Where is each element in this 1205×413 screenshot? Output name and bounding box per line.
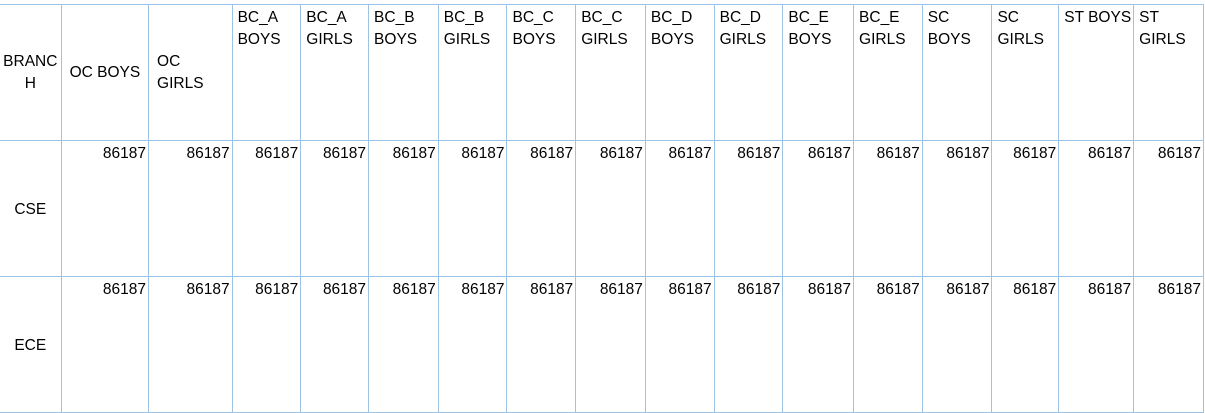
- column-header: BC_B GIRLS: [437, 4, 508, 141]
- column-header: BC_A BOYS: [231, 4, 302, 141]
- value-cell: 86187: [921, 140, 993, 277]
- column-header: SC BOYS: [921, 4, 993, 141]
- value-cell: 86187: [437, 140, 508, 277]
- column-header: BC_C BOYS: [506, 4, 577, 141]
- branch-cell: ECE: [0, 276, 62, 413]
- column-header: BC_E BOYS: [782, 4, 855, 141]
- table-row: CSE 86187 86187 86187 86187 86187 86187 86187 86…: [0, 140, 1204, 277]
- column-header: BRANCH: [0, 4, 62, 141]
- value-cell: 86187: [782, 276, 855, 413]
- header-row: BRANCH OC BOYS OC GIRLS BC_A BOYS BC_A GIRLS…: [0, 4, 1204, 141]
- value-cell: 86187: [644, 140, 715, 277]
- value-cell: 86187: [231, 140, 302, 277]
- value-cell: 86187: [368, 140, 439, 277]
- value-cell: 86187: [506, 140, 577, 277]
- column-header: ST GIRLS: [1133, 4, 1204, 141]
- value-cell: 86187: [1058, 276, 1135, 413]
- column-header: SC GIRLS: [991, 4, 1060, 141]
- value-cell: 86187: [1058, 140, 1135, 277]
- value-cell: 86187: [853, 140, 923, 277]
- value-cell: 86187: [713, 140, 784, 277]
- value-cell: 86187: [713, 276, 784, 413]
- column-header: OC BOYS: [60, 4, 150, 141]
- value-cell: 86187: [148, 276, 233, 413]
- column-header: OC GIRLS: [148, 4, 233, 141]
- value-cell: 86187: [782, 140, 855, 277]
- value-cell: 86187: [853, 276, 923, 413]
- table-row: ECE 86187 86187 86187 86187 86187 86187 86187 86…: [0, 276, 1204, 413]
- value-cell: 86187: [60, 276, 150, 413]
- value-cell: 86187: [368, 276, 439, 413]
- value-cell: 86187: [60, 140, 150, 277]
- value-cell: 86187: [148, 140, 233, 277]
- column-header: BC_D BOYS: [644, 4, 715, 141]
- value-cell: 86187: [991, 140, 1060, 277]
- cutoff-table: BRANCH OC BOYS OC GIRLS BC_A BOYS BC_A GIRLS…: [0, 4, 1204, 413]
- value-cell: 86187: [1133, 140, 1204, 277]
- value-cell: 86187: [506, 276, 577, 413]
- value-cell: 86187: [644, 276, 715, 413]
- value-cell: 86187: [300, 140, 370, 277]
- value-cell: 86187: [575, 276, 646, 413]
- column-header: BC_C GIRLS: [575, 4, 646, 141]
- value-cell: 86187: [1133, 276, 1204, 413]
- value-cell: 86187: [575, 140, 646, 277]
- value-cell: 86187: [437, 276, 508, 413]
- value-cell: 86187: [231, 276, 302, 413]
- column-header: BC_A GIRLS: [300, 4, 370, 141]
- value-cell: 86187: [921, 276, 993, 413]
- column-header: BC_D GIRLS: [713, 4, 784, 141]
- value-cell: 86187: [300, 276, 370, 413]
- column-header: BC_B BOYS: [368, 4, 439, 141]
- value-cell: 86187: [991, 276, 1060, 413]
- column-header: BC_E GIRLS: [853, 4, 923, 141]
- column-header: ST BOYS: [1058, 4, 1135, 141]
- branch-cell: CSE: [0, 140, 62, 277]
